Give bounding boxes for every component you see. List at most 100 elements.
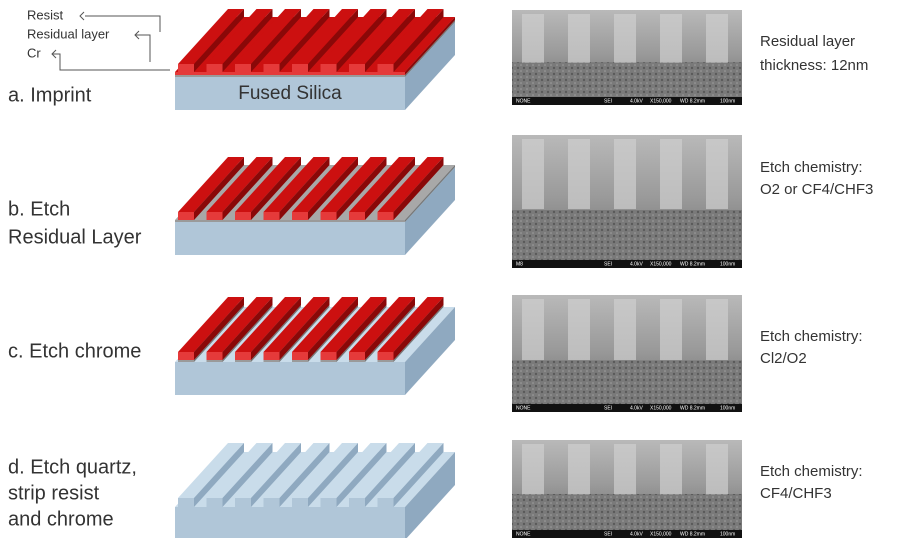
step-note: Etch chemistry: bbox=[760, 463, 863, 480]
quartz-ridge bbox=[207, 498, 223, 507]
step-label: Residual Layer bbox=[8, 226, 142, 248]
quartz-ridge bbox=[178, 498, 194, 507]
resist-line bbox=[292, 64, 308, 72]
step-note: Etch chemistry: bbox=[760, 159, 863, 176]
sem-footer-text: X150,000 bbox=[650, 405, 672, 411]
sem-footer-text: WD 8.2mm bbox=[680, 98, 705, 104]
quartz-ridge bbox=[349, 498, 365, 507]
resist-line bbox=[292, 212, 308, 220]
sem-footer-text: NONE bbox=[516, 531, 531, 537]
chrome-line bbox=[292, 360, 308, 362]
chrome-line bbox=[378, 360, 394, 362]
process-block bbox=[175, 443, 455, 538]
sem-substrate bbox=[512, 360, 742, 404]
sem-footer-text: X150,000 bbox=[650, 531, 672, 537]
step-note: thickness: 12nm bbox=[760, 57, 868, 74]
sem-line bbox=[660, 444, 682, 494]
substrate bbox=[175, 507, 405, 538]
sem-footer-text: 100nm bbox=[720, 531, 735, 537]
sem-footer-text: X150,000 bbox=[650, 261, 672, 267]
chrome-layer bbox=[175, 220, 405, 222]
quartz-ridge bbox=[321, 498, 337, 507]
sem-image: NONESEI4.0kVX150,000WD 8.2mm100nm bbox=[512, 440, 742, 538]
sem-footer-bar bbox=[512, 97, 742, 105]
step-note: Residual layer bbox=[760, 33, 855, 50]
resist-line bbox=[178, 352, 194, 360]
resist-line bbox=[378, 212, 394, 220]
resist-line bbox=[349, 352, 365, 360]
process-block bbox=[175, 157, 455, 255]
chrome-layer bbox=[175, 75, 405, 77]
substrate bbox=[175, 222, 405, 255]
resist-line bbox=[178, 212, 194, 220]
sem-line bbox=[660, 14, 682, 63]
quartz-ridge bbox=[292, 498, 308, 507]
resist-line bbox=[264, 352, 280, 360]
legend-label: Residual layer bbox=[27, 26, 110, 41]
sem-footer-text: NONE bbox=[516, 98, 531, 104]
sem-footer-text: 4.0kV bbox=[630, 261, 643, 267]
sem-substrate bbox=[512, 62, 742, 97]
chrome-line bbox=[321, 360, 337, 362]
resist-line bbox=[235, 212, 251, 220]
sem-footer-text: 100nm bbox=[720, 405, 735, 411]
step-note: O2 or CF4/CHF3 bbox=[760, 181, 873, 198]
sem-footer-bar bbox=[512, 530, 742, 538]
resist-line bbox=[321, 212, 337, 220]
resist-line bbox=[207, 64, 223, 72]
sem-footer-text: M8 bbox=[516, 261, 523, 267]
sem-footer-text: SEI bbox=[604, 405, 612, 411]
quartz-ridge bbox=[235, 498, 251, 507]
sem-footer-text: 4.0kV bbox=[630, 98, 643, 104]
sem-line bbox=[706, 139, 728, 209]
resist-line bbox=[321, 352, 337, 360]
sem-footer-text: 4.0kV bbox=[630, 531, 643, 537]
resist-line bbox=[207, 212, 223, 220]
chrome-line bbox=[235, 360, 251, 362]
resist-line bbox=[378, 352, 394, 360]
sem-line bbox=[614, 14, 636, 63]
substrate-label: Fused Silica bbox=[238, 83, 342, 104]
step-label: a. Imprint bbox=[8, 84, 92, 106]
sem-footer-text: SEI bbox=[604, 261, 612, 267]
sem-substrate bbox=[512, 210, 742, 260]
substrate bbox=[175, 362, 405, 395]
sem-line bbox=[568, 299, 590, 360]
sem-line bbox=[568, 444, 590, 494]
sem-footer-text: 100nm bbox=[720, 98, 735, 104]
sem-line bbox=[660, 299, 682, 360]
quartz-ridge bbox=[264, 498, 280, 507]
sem-image: NONE SEI 4.0kV X150,000 WD 8.2mm 100nm bbox=[512, 10, 742, 105]
step-label: and chrome bbox=[8, 508, 114, 530]
sem-line bbox=[522, 299, 544, 360]
sem-line bbox=[522, 139, 544, 209]
sem-substrate bbox=[512, 494, 742, 530]
resist-line bbox=[264, 64, 280, 72]
step-label: strip resist bbox=[8, 482, 100, 504]
resist-line bbox=[292, 352, 308, 360]
resist-line bbox=[178, 64, 194, 72]
resist-line bbox=[264, 212, 280, 220]
resist-line bbox=[235, 64, 251, 72]
sem-footer-text: WD 8.2mm bbox=[680, 531, 705, 537]
sem-line bbox=[706, 299, 728, 360]
sem-footer-text: 4.0kV bbox=[630, 405, 643, 411]
resist-line bbox=[235, 352, 251, 360]
process-block bbox=[175, 297, 455, 395]
step-note: Cl2/O2 bbox=[760, 350, 807, 367]
step-note: Etch chemistry: bbox=[760, 328, 863, 345]
sem-line bbox=[706, 444, 728, 494]
resist-line bbox=[349, 64, 365, 72]
step-note: CF4/CHF3 bbox=[760, 485, 832, 502]
sem-footer-text: SEI bbox=[604, 98, 612, 104]
sem-line bbox=[522, 444, 544, 494]
legend-label: Resist bbox=[27, 7, 64, 22]
residual-layer bbox=[175, 72, 405, 75]
sem-footer-text: X150,000 bbox=[650, 98, 672, 104]
sem-footer-bar bbox=[512, 260, 742, 268]
sem-line bbox=[706, 14, 728, 63]
quartz-ridge bbox=[378, 498, 394, 507]
step-label: c. Etch chrome bbox=[8, 340, 141, 362]
sem-line bbox=[522, 14, 544, 63]
